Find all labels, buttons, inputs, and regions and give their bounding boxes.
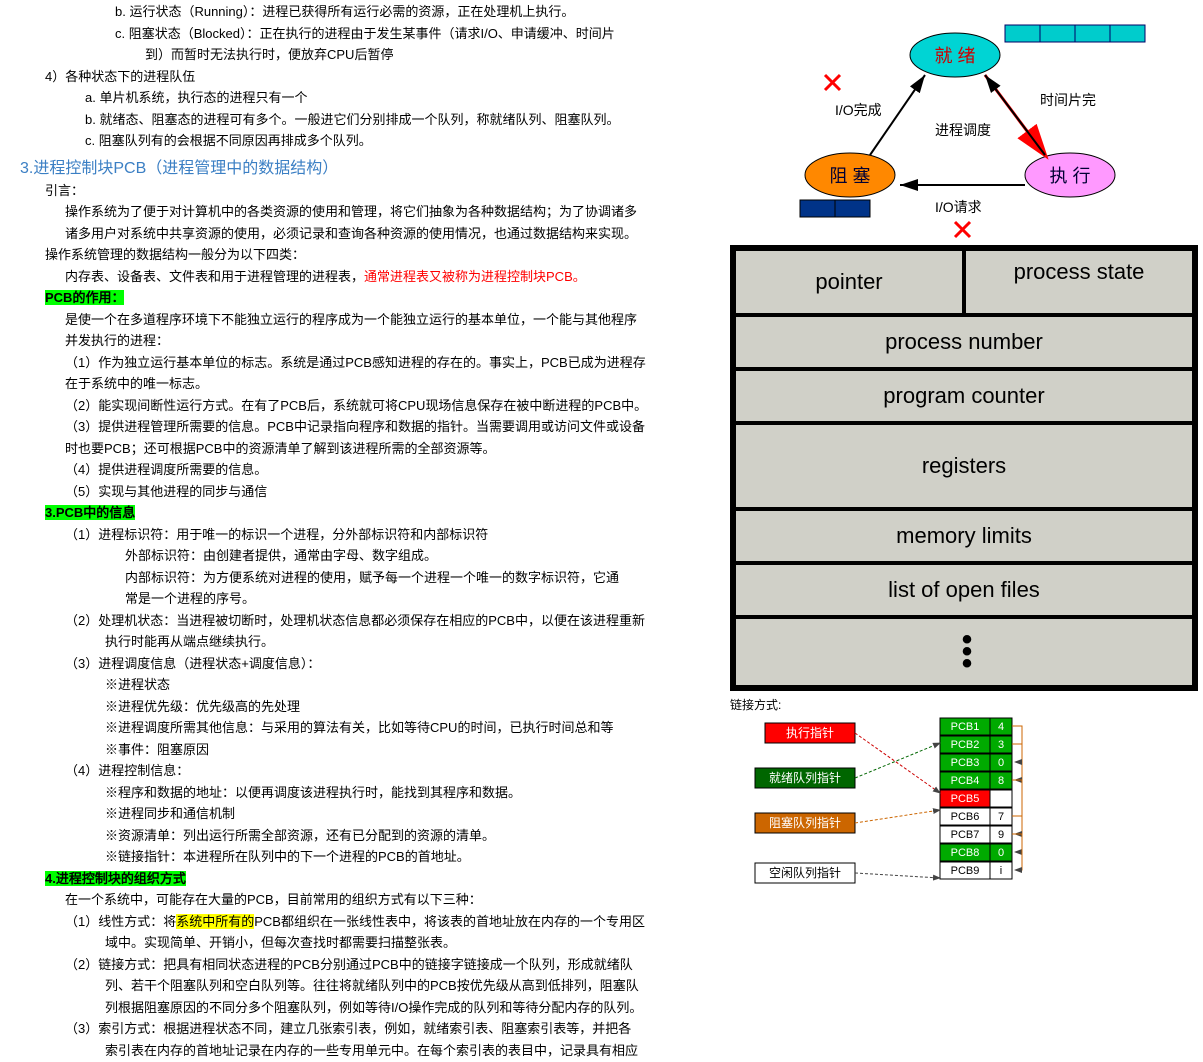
- pi9: ※进程优先级：优先级高的先处理: [5, 697, 720, 717]
- svg-text:7: 7: [998, 811, 1004, 823]
- pcb-role-h: PCB的作用：: [5, 288, 720, 308]
- svg-text:PCB7: PCB7: [951, 829, 980, 841]
- svg-text:PCB3: PCB3: [951, 757, 980, 769]
- po8: 索引表在内存的首地址记录在内存的一些专用单元中。在每个索引表的表目中，记录具有相…: [5, 1041, 720, 1061]
- svg-text:PCB9: PCB9: [951, 865, 980, 877]
- po5: 列、若干个阻塞队列和空白队列等。往往将就绪队列中的PCB按优先级从高到低排列，阻…: [5, 976, 720, 996]
- pcb-org-h: 4.进程控制块的组织方式: [5, 869, 720, 889]
- text-q4b: b. 就绪态、阻塞态的进程可有多个。一般进它们分别排成一个队列，称就绪队列、阻塞…: [5, 110, 720, 130]
- link-diagram: 执行指针 就绪队列指针 阻塞队列指针 空闲队列指针 PCB1 4 PCB2 3 PCB3…: [725, 713, 1203, 888]
- po4: （2）链接方式：把具有相同状态进程的PCB分别通过PCB中的链接字链接成一个队列…: [5, 955, 720, 975]
- pi16: ※链接指针：本进程所在队列中的下一个进程的PCB的首地址。: [5, 847, 720, 867]
- cell-state: process state: [964, 249, 1194, 315]
- svg-text:8: 8: [998, 775, 1004, 787]
- svg-text:PCB6: PCB6: [951, 811, 980, 823]
- svg-text:0: 0: [998, 757, 1004, 769]
- pi12: （4）进程控制信息：: [5, 761, 720, 781]
- text-b: b. 运行状态（Running）：进程已获得所有运行必需的资源，正在处理机上执行…: [5, 2, 720, 22]
- pr5: （2）能实现间断性运行方式。在有了PCB后，系统就可将CPU现场信息保存在被中断…: [5, 396, 720, 416]
- po6: 列根据阻塞原因的不同分多个阻塞队列，例如等待I/O操作完成的队列和等待分配内存的…: [5, 998, 720, 1018]
- cell-pointer: pointer: [734, 249, 964, 315]
- pcb-org-hl: 4.进程控制块的组织方式: [45, 871, 186, 886]
- exec-ptr: 执行指针: [786, 725, 834, 740]
- pi7: （3）进程调度信息（进程状态+调度信息）：: [5, 654, 720, 674]
- io-done-label: I/O完成: [835, 102, 882, 118]
- pi5: （2）处理机状态：当进程被切断时，处理机状态信息都必须保存在相应的PCB中，以便…: [5, 611, 720, 631]
- pr7: 时也要PCB；还可根据PCB中的资源清单了解到该进程所需的全部资源等。: [5, 439, 720, 459]
- dispatch-label: 进程调度: [935, 122, 991, 138]
- pr2: 并发执行的进程：: [5, 331, 720, 351]
- pcb-structure-table: pointer process state process number pro…: [730, 245, 1198, 691]
- svg-text:PCB2: PCB2: [951, 739, 980, 751]
- pi14: ※进程同步和通信机制: [5, 804, 720, 824]
- ready-ptr: 就绪队列指针: [769, 770, 841, 785]
- section-title-3: 3.进程控制块PCB（进程管理中的数据结构）: [5, 154, 720, 178]
- block-label: 阻 塞: [829, 166, 870, 186]
- text-q4c: c. 阻塞队列有的会根据不同原因再排成多个队列。: [5, 131, 720, 151]
- pr1: 是使一个在多道程序环境下不能独立运行的程序成为一个能独立运行的基本单位，一个能与…: [5, 310, 720, 330]
- pr8: （4）提供进程调度所需要的信息。: [5, 460, 720, 480]
- svg-text:PCB4: PCB4: [951, 775, 980, 787]
- pi2: 外部标识符：由创建者提供，通常由字母、数字组成。: [5, 546, 720, 566]
- svg-text:i: i: [1000, 865, 1002, 877]
- cell-dots: •••: [734, 617, 1194, 687]
- svg-text:0: 0: [998, 847, 1004, 859]
- text-c2: 到）而暂时无法执行时，便放弃CPU后暂停: [5, 45, 720, 65]
- cell-files: list of open files: [734, 563, 1194, 617]
- po7: （3）索引方式：根据进程状态不同，建立几张索引表，例如，就绪索引表、阻塞索引表等…: [5, 1019, 720, 1039]
- pr9: （5）实现与其他进程的同步与通信: [5, 482, 720, 502]
- pi8: ※进程状态: [5, 675, 720, 695]
- text-q4: 4）各种状态下的进程队伍: [5, 67, 720, 87]
- ready-label: 就 绪: [934, 46, 975, 66]
- os2: 内存表、设备表、文件表和用于进程管理的进程表，: [65, 269, 364, 284]
- pi15: ※资源清单：列出运行所需全部资源，还有已分配到的资源的清单。: [5, 826, 720, 846]
- cell-counter: program counter: [734, 369, 1194, 423]
- svg-text:PCB8: PCB8: [951, 847, 980, 859]
- svg-text:PCB1: PCB1: [951, 721, 980, 733]
- svg-text:3: 3: [998, 739, 1004, 751]
- main-container: b. 运行状态（Running）：进程已获得所有运行必需的资源，正在处理机上执行…: [0, 0, 1203, 1062]
- free-ptr: 空闲队列指针: [769, 865, 841, 880]
- text-q4a: a. 单片机系统，执行态的进程只有一个: [5, 88, 720, 108]
- cell-registers: registers: [734, 423, 1194, 509]
- pi4: 常是一个进程的序号。: [5, 589, 720, 609]
- cell-number: process number: [734, 315, 1194, 369]
- pi10: ※进程调度所需其他信息：与采用的算法有关，比如等待CPU的时间，已执行时间总和等: [5, 718, 720, 738]
- pcb-info-hl: 3.PCB中的信息: [45, 505, 135, 520]
- os2-line: 内存表、设备表、文件表和用于进程管理的进程表，通常进程表又被称为进程控制块PCB…: [5, 267, 720, 287]
- intro-label: 引言：: [5, 181, 720, 201]
- os1: 操作系统管理的数据结构一般分为以下四类：: [5, 245, 720, 265]
- pi6: 执行时能再从端点继续执行。: [5, 632, 720, 652]
- intro2: 诸多用户对系统中共享资源的使用，必须记录和查询各种资源的使用情况，也通过数据结构…: [5, 224, 720, 244]
- pi11: ※事件：阻塞原因: [5, 740, 720, 760]
- pcb-role-hl: PCB的作用：: [45, 290, 124, 305]
- pcb-info-h: 3.PCB中的信息: [5, 503, 720, 523]
- left-column: b. 运行状态（Running）：进程已获得所有运行必需的资源，正在处理机上执行…: [0, 0, 725, 1062]
- pi3: 内部标识符：为方便系统对进程的使用，赋予每一个进程一个唯一的数字标识符，它通: [5, 568, 720, 588]
- pi13: ※程序和数据的地址：以便再调度该进程执行时，能找到其程序和数据。: [5, 783, 720, 803]
- pr4: 在于系统中的唯一标志。: [5, 374, 720, 394]
- link-title: 链接方式:: [725, 696, 1203, 713]
- ioreq-label: I/O请求: [935, 199, 982, 215]
- state-diagram: 就 绪 阻 塞 执 行 I/O完成 时间片完 进程调度 I/O请求: [725, 0, 1203, 240]
- svg-text:PCB5: PCB5: [951, 793, 980, 805]
- os2r: 通常进程表又被称为进程控制块PCB。: [364, 269, 586, 284]
- exec-label: 执 行: [1049, 166, 1090, 186]
- po3: 域中。实现简单、开销小，但每次查找时都需要扫描整张表。: [5, 933, 720, 953]
- block-ptr: 阻塞队列指针: [769, 815, 841, 830]
- po1: 在一个系统中，可能存在大量的PCB，目前常用的组织方式有以下三种：: [5, 890, 720, 910]
- svg-text:4: 4: [998, 721, 1004, 733]
- svg-text:9: 9: [998, 829, 1004, 841]
- cell-memory: memory limits: [734, 509, 1194, 563]
- right-column: 就 绪 阻 塞 执 行 I/O完成 时间片完 进程调度 I/O请求: [725, 0, 1203, 1062]
- intro1: 操作系统为了便于对计算机中的各类资源的使用和管理，将它们抽象为各种数据结构；为了…: [5, 202, 720, 222]
- pr3: （1）作为独立运行基本单位的标志。系统是通过PCB感知进程的存在的。事实上，PC…: [5, 353, 720, 373]
- pr6: （3）提供进程管理所需要的信息。PCB中记录指向程序和数据的指针。当需要调用或访…: [5, 417, 720, 437]
- timeslice-label: 时间片完: [1040, 92, 1096, 108]
- po2-line: （1）线性方式：将系统中所有的PCB都组织在一张线性表中，将该表的首地址放在内存…: [5, 912, 720, 932]
- text-c1: c. 阻塞状态（Blocked）：正在执行的进程由于发生某事件（请求I/O、申请…: [5, 24, 720, 44]
- pi1: （1）进程标识符：用于唯一的标识一个进程，分外部标识符和内部标识符: [5, 525, 720, 545]
